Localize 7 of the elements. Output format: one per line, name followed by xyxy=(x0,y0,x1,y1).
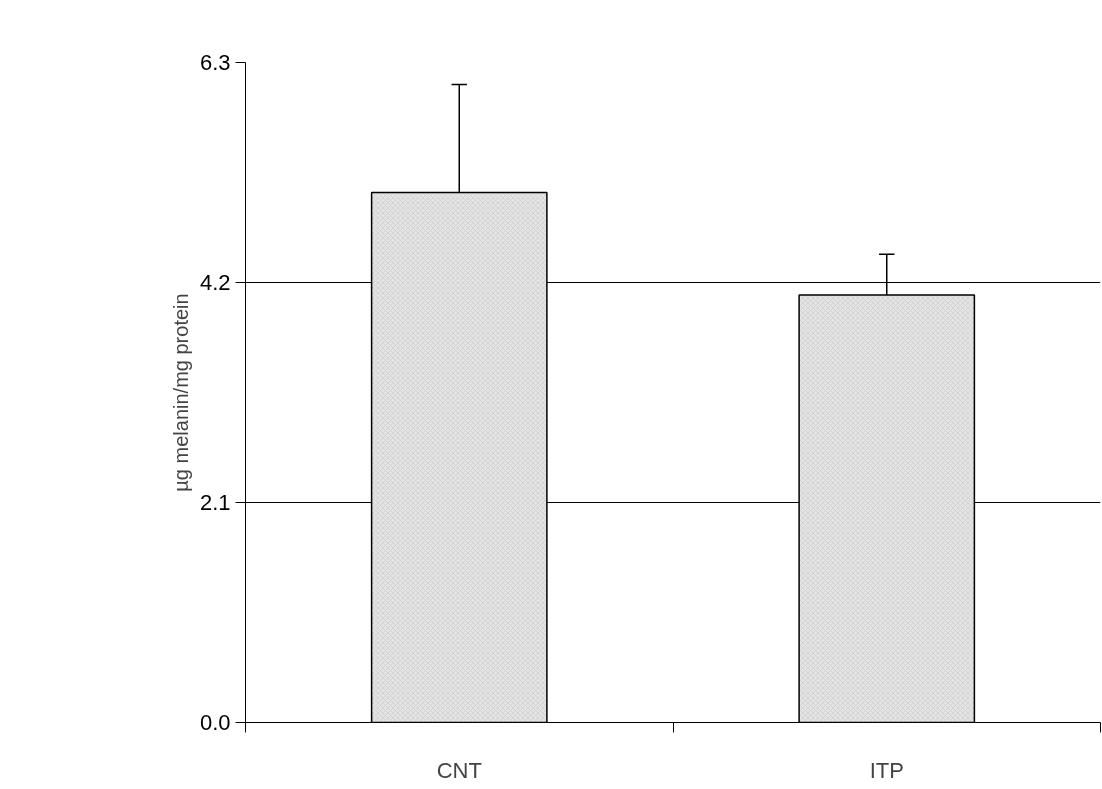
y-tick-label: 0.0 xyxy=(199,710,231,735)
x-tick-label: CNT xyxy=(436,757,482,783)
y-tick-label: 6.3 xyxy=(199,50,231,75)
x-tick-label: ITP xyxy=(869,757,904,783)
y-tick-label: 4.2 xyxy=(199,270,231,295)
y-tick-label: 2.1 xyxy=(199,490,231,515)
y-axis-title: µg melanin/mg protein xyxy=(169,293,192,492)
